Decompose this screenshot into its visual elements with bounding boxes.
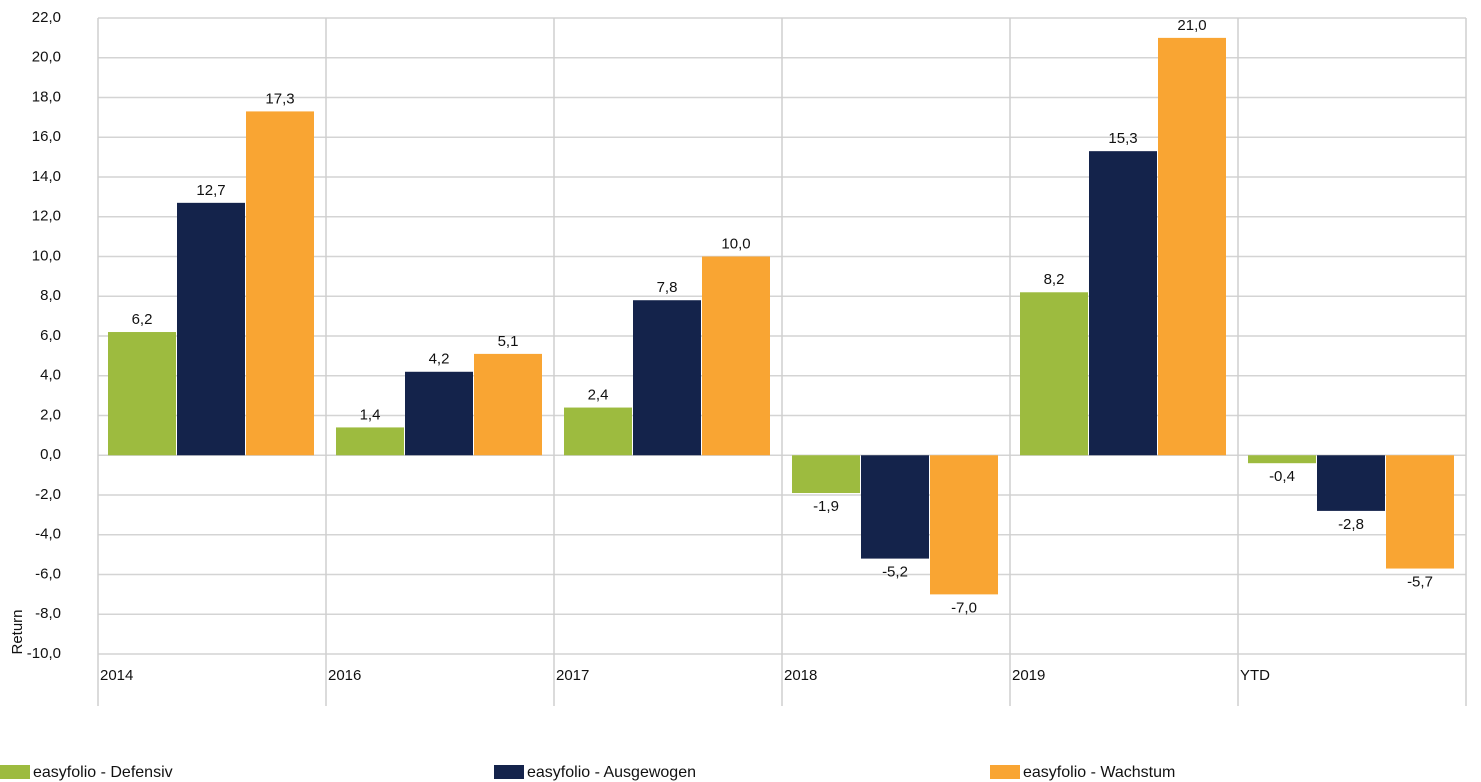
x-tick-label: 2016	[328, 667, 361, 684]
y-tick-label: -8,0	[35, 605, 61, 622]
bar	[930, 455, 998, 595]
data-label: 2,4	[588, 387, 609, 404]
y-tick-label: 22,0	[32, 9, 61, 26]
y-tick-label: 4,0	[40, 367, 61, 384]
y-tick-label: 0,0	[40, 446, 61, 463]
data-label: 15,3	[1108, 130, 1137, 147]
y-tick-label: 14,0	[32, 168, 61, 185]
data-label: -2,8	[1338, 516, 1364, 533]
legend-label: easyfolio - Ausgewogen	[527, 764, 696, 781]
bar	[1386, 455, 1454, 569]
x-tick-label: 2014	[100, 667, 133, 684]
bar	[564, 407, 632, 456]
y-tick-label: 12,0	[32, 208, 61, 225]
bar	[177, 202, 245, 456]
bar	[405, 371, 473, 456]
bar	[792, 455, 860, 494]
bar	[633, 300, 701, 456]
y-tick-label: -10,0	[27, 645, 61, 662]
legend-label: easyfolio - Defensiv	[33, 764, 173, 781]
y-axis-label: Return	[9, 609, 26, 654]
y-tick-label: 20,0	[32, 49, 61, 66]
legend-swatch	[0, 765, 30, 779]
legend-swatch	[990, 765, 1020, 779]
legend-swatch	[494, 765, 524, 779]
data-label: 7,8	[657, 279, 678, 296]
data-label: 1,4	[360, 406, 381, 423]
x-tick-label: 2017	[556, 667, 589, 684]
y-tick-label: -2,0	[35, 486, 61, 503]
data-label: 17,3	[265, 90, 294, 107]
y-tick-label: 10,0	[32, 247, 61, 264]
data-label: -7,0	[951, 599, 977, 616]
y-tick-label: -6,0	[35, 565, 61, 582]
legend-label: easyfolio - Wachstum	[1023, 764, 1175, 781]
data-label: 10,0	[721, 235, 750, 252]
x-tick-label: 2019	[1012, 667, 1045, 684]
y-tick-label: 18,0	[32, 88, 61, 105]
y-tick-label: 8,0	[40, 287, 61, 304]
data-label: 4,2	[429, 351, 450, 368]
x-tick-label: 2018	[784, 667, 817, 684]
data-label: -1,9	[813, 498, 839, 515]
bar	[1248, 455, 1316, 464]
y-tick-label: 2,0	[40, 406, 61, 423]
bar	[474, 353, 542, 456]
data-label: 8,2	[1044, 271, 1065, 288]
bar	[1020, 292, 1088, 456]
data-label: 21,0	[1177, 17, 1206, 34]
data-label: 6,2	[132, 311, 153, 328]
data-label: 12,7	[196, 182, 225, 199]
bar	[1089, 151, 1157, 456]
y-tick-label: 6,0	[40, 327, 61, 344]
bar	[1158, 37, 1226, 456]
bar	[702, 256, 770, 456]
bar	[861, 455, 929, 559]
y-tick-label: 16,0	[32, 128, 61, 145]
data-label: -5,7	[1407, 574, 1433, 591]
bar	[108, 332, 176, 456]
data-label: -0,4	[1269, 468, 1295, 485]
data-label: 5,1	[498, 333, 519, 350]
x-tick-label: YTD	[1240, 667, 1270, 684]
bar	[1317, 455, 1385, 511]
y-tick-label: -4,0	[35, 526, 61, 543]
bar	[336, 427, 404, 456]
bar	[246, 111, 314, 456]
data-label: -5,2	[882, 564, 908, 581]
